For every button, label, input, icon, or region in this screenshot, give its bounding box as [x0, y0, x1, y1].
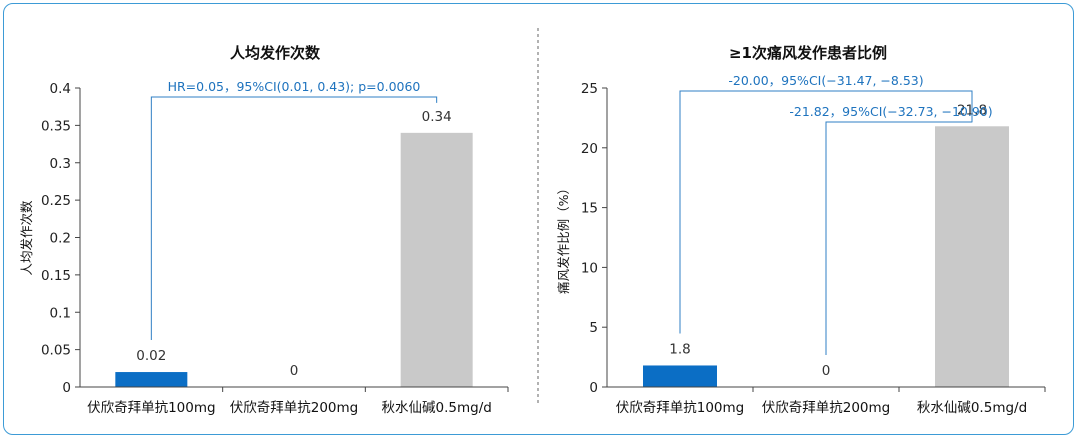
y-axis-label: 痛风发作比例（%） [556, 182, 571, 294]
y-tick-label: 0.2 [50, 231, 71, 247]
y-tick-label: 0.3 [50, 156, 71, 172]
y-tick-label: 25 [581, 81, 598, 97]
data-label: 0 [290, 363, 299, 379]
chart-frame [3, 3, 1074, 435]
y-tick-label: 0.4 [50, 81, 71, 97]
y-tick-label: 10 [581, 260, 598, 276]
chart-title: 人均发作次数 [230, 44, 321, 62]
y-tick-label: 5 [589, 320, 598, 336]
bars: 0.02 0 0.34 [115, 109, 473, 387]
data-label: 0.34 [422, 109, 452, 125]
y-tick-label: 20 [581, 141, 598, 157]
x-tick-label: 伏欣奇拜单抗100mg [87, 399, 216, 416]
bar [115, 372, 188, 387]
category-labels: 伏欣奇拜单抗100mg 伏欣奇拜单抗200mg 秋水仙碱0.5mg/d [616, 399, 1027, 416]
comparison-bracket [150, 96, 438, 341]
comparison-bracket [679, 90, 973, 334]
annotation-text: -20.00，95%CI(−31.47, −8.53) [728, 73, 923, 88]
y-ticks: 0 0.05 0.1 0.15 0.2 0.25 0.3 0.35 0.4 [41, 81, 80, 396]
category-labels: 伏欣奇拜单抗100mg 伏欣奇拜单抗200mg 秋水仙碱0.5mg/d [87, 399, 492, 416]
annotations: -20.00，95%CI(−31.47, −8.53) -21.82，95%CI(… [679, 73, 993, 355]
y-tick-label: 0 [589, 380, 598, 396]
chart-left: 人均发作次数 人均发作次数 0 0.05 0.1 0.15 0.2 0.25 0.3 0.35… [19, 44, 509, 416]
bar [643, 365, 717, 387]
y-tick-label: 0 [62, 380, 71, 396]
axes [606, 88, 1046, 392]
data-label: 0.02 [136, 348, 166, 364]
bar [400, 132, 473, 387]
bar [935, 126, 1009, 387]
x-tick-label: 秋水仙碱0.5mg/d [382, 400, 492, 416]
comparison-bracket [825, 121, 973, 355]
y-tick-label: 0.1 [50, 305, 71, 321]
y-axis-label: 人均发作次数 [19, 200, 34, 276]
x-tick-label: 伏欣奇拜单抗200mg [230, 399, 359, 416]
annotation-text: -21.82，95%CI(−32.73, −10.90) [789, 104, 992, 119]
y-tick-label: 15 [581, 201, 598, 217]
data-label: 1.8 [669, 341, 690, 357]
axes [79, 88, 509, 392]
x-tick-label: 伏欣奇拜单抗200mg [762, 399, 891, 416]
chart-title: ≥1次痛风发作患者比例 [729, 44, 887, 62]
x-tick-label: 秋水仙碱0.5mg/d [917, 400, 1027, 416]
y-tick-label: 0.05 [41, 343, 71, 359]
y-tick-label: 0.25 [41, 193, 71, 209]
y-tick-label: 0.35 [41, 118, 71, 134]
data-label: 0 [822, 363, 831, 379]
y-ticks: 0 5 10 15 20 25 [581, 81, 607, 396]
annotation-text: HR=0.05，95%CI(0.01, 0.43); p=0.0060 [168, 79, 421, 94]
annotations: HR=0.05，95%CI(0.01, 0.43); p=0.0060 [150, 79, 438, 341]
y-tick-label: 0.15 [41, 268, 71, 284]
x-tick-label: 伏欣奇拜单抗100mg [616, 399, 745, 416]
